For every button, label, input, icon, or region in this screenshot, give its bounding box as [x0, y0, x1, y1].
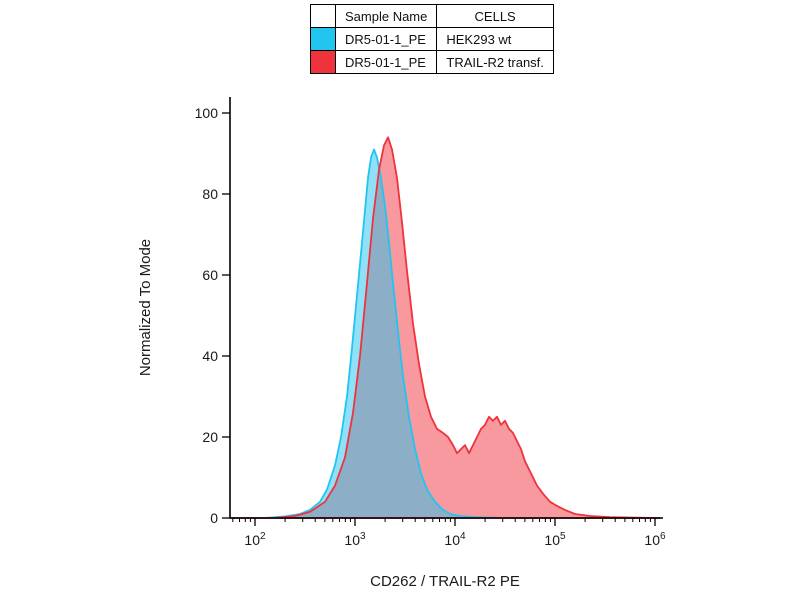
legend-swatch-red [310, 50, 336, 74]
legend-sample-name: DR5-01-1_PE [334, 50, 438, 74]
legend-swatch-cyan [310, 27, 336, 51]
svg-text:104: 104 [444, 531, 466, 548]
legend-cells-value: TRAIL-R2 transf. [436, 50, 554, 74]
legend-row-hek293: DR5-01-1_PE HEK293 wt [310, 27, 554, 51]
series-fill-1 [230, 137, 660, 519]
svg-text:80: 80 [202, 186, 218, 202]
svg-text:40: 40 [202, 348, 218, 364]
svg-text:102: 102 [244, 531, 266, 548]
svg-text:20: 20 [202, 429, 218, 445]
series-outline-1 [229, 136, 661, 519]
legend-row-trailr2: DR5-01-1_PE TRAIL-R2 transf. [310, 50, 554, 74]
legend-swatch-header [310, 4, 336, 28]
legend-col-sample-name: Sample Name [334, 4, 438, 28]
svg-text:103: 103 [344, 531, 366, 548]
svg-text:Normalized To Mode: Normalized To Mode [137, 239, 154, 376]
legend-header-row: Sample Name CELLS [310, 4, 554, 28]
svg-text:60: 60 [202, 267, 218, 283]
svg-text:105: 105 [544, 531, 566, 548]
svg-text:100: 100 [195, 105, 219, 121]
legend-col-cells: CELLS [436, 4, 554, 28]
legend-table: Sample Name CELLS DR5-01-1_PE HEK293 wt … [310, 4, 554, 74]
svg-text:0: 0 [210, 510, 218, 526]
svg-text:106: 106 [644, 531, 666, 548]
svg-text:CD262 / TRAIL-R2 PE: CD262 / TRAIL-R2 PE [370, 573, 520, 590]
legend-cells-value: HEK293 wt [436, 27, 554, 51]
legend-sample-name: DR5-01-1_PE [334, 27, 438, 51]
